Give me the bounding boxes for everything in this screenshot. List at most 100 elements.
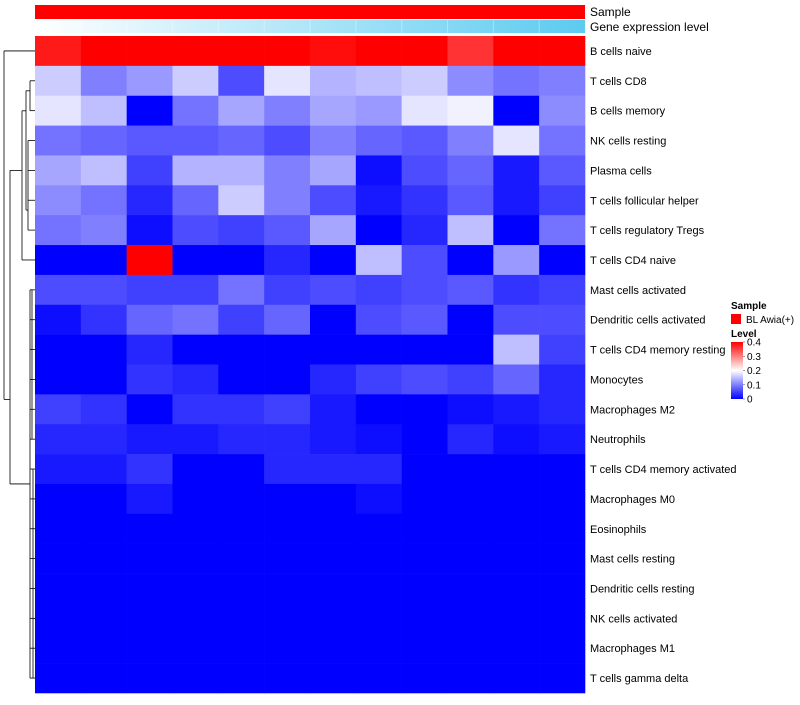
heatmap-cell <box>35 334 82 365</box>
heatmap-cell <box>539 663 586 694</box>
heatmap-cell <box>80 483 127 515</box>
heatmap-cell <box>80 543 127 574</box>
heatmap-cell <box>218 36 265 67</box>
heatmap-cell <box>126 65 173 97</box>
heatmap-cell <box>493 334 540 365</box>
heatmap-cell <box>493 513 540 544</box>
heatmap-cell <box>35 65 82 97</box>
heatmap-cell <box>172 543 219 574</box>
heatmap-cell <box>310 95 357 126</box>
heatmap-cell <box>218 215 265 246</box>
heatmap-cell <box>35 364 82 395</box>
heatmap-cell <box>310 364 357 395</box>
heatmap-cell <box>80 65 127 97</box>
heatmap-cell <box>35 573 82 604</box>
heatmap-cell <box>310 245 357 276</box>
heatmap-cell <box>493 663 540 694</box>
heatmap-cell <box>264 394 311 425</box>
heatmap-cell <box>218 633 265 664</box>
heatmap-cell <box>447 95 494 126</box>
heatmap-cell <box>355 394 402 425</box>
row-labels: B cells naive T cells CD8 B cells memory NK… <box>590 46 737 685</box>
heatmap-cell <box>493 543 540 574</box>
heatmap-cell <box>80 334 127 365</box>
heatmap-cell <box>310 483 357 515</box>
heatmap-cell <box>447 424 494 455</box>
legend-level-tick-label: 0.3 <box>747 352 761 363</box>
heatmap-cell <box>447 274 494 306</box>
heatmap-cell <box>355 304 402 335</box>
heatmap-cell <box>447 334 494 365</box>
heatmap-cell <box>310 125 357 156</box>
heatmap-cell <box>126 364 173 395</box>
heatmap-cell <box>401 95 448 126</box>
heatmap-cell <box>401 543 448 574</box>
heatmap-cell <box>172 483 219 515</box>
heatmap-cell <box>355 454 402 485</box>
heatmap-cell <box>493 454 540 485</box>
heatmap-cell <box>264 424 311 455</box>
heatmap-cells <box>35 36 586 694</box>
heatmap-cell <box>264 573 311 604</box>
heatmap-cell <box>35 424 82 455</box>
heatmap-cell <box>310 394 357 425</box>
heatmap-cell <box>126 245 173 276</box>
heatmap-cell <box>126 424 173 455</box>
heatmap-cell <box>218 364 265 395</box>
heatmap-cell <box>447 304 494 335</box>
heatmap-cell <box>80 663 127 694</box>
heatmap-cell <box>126 125 173 156</box>
heatmap-cell <box>539 274 586 306</box>
heatmap-cell <box>264 483 311 515</box>
heatmap-cell <box>493 633 540 664</box>
heatmap-cell <box>447 125 494 156</box>
annotation-track-sample <box>35 5 585 19</box>
heatmap-cell <box>447 603 494 634</box>
heatmap-cell <box>401 36 448 67</box>
heatmap-cell <box>355 215 402 246</box>
heatmap-cell <box>310 65 357 97</box>
heatmap-cell <box>401 513 448 544</box>
heatmap-cell <box>493 185 540 216</box>
heatmap-cell <box>493 424 540 455</box>
heatmap-cell <box>447 513 494 544</box>
row-label: Mast cells activated <box>590 285 686 297</box>
heatmap-cell <box>126 215 173 246</box>
heatmap-cell <box>310 603 357 634</box>
heatmap-cell <box>401 573 448 604</box>
heatmap-cell <box>172 65 219 97</box>
heatmap-cell <box>493 603 540 634</box>
heatmap-cell <box>172 95 219 126</box>
heatmap-cell <box>310 424 357 455</box>
heatmap-cell <box>35 185 82 216</box>
heatmap-cell <box>539 483 586 515</box>
heatmap-cell <box>401 394 448 425</box>
row-label: Dendritic cells resting <box>590 583 695 595</box>
heatmap-cell <box>539 543 586 574</box>
heatmap-cell <box>447 155 494 186</box>
heatmap-cell <box>447 663 494 694</box>
heatmap-cell <box>539 36 586 67</box>
heatmap-cell <box>493 245 540 276</box>
heatmap-cell <box>172 513 219 544</box>
heatmap-cell <box>447 65 494 97</box>
heatmap-cell <box>126 185 173 216</box>
heatmap-cell <box>310 543 357 574</box>
heatmap-cell <box>401 185 448 216</box>
legend-level-title: Level <box>731 329 757 340</box>
heatmap-cell <box>218 483 265 515</box>
heatmap-cell <box>310 185 357 216</box>
heatmap-cell <box>126 334 173 365</box>
row-label: T cells gamma delta <box>590 673 689 685</box>
heatmap-cell <box>126 663 173 694</box>
heatmap-cell <box>355 36 402 67</box>
heatmap-cell <box>126 543 173 574</box>
heatmap-cell <box>80 603 127 634</box>
heatmap-cell <box>218 603 265 634</box>
row-label: Plasma cells <box>590 165 652 177</box>
heatmap-cell <box>126 155 173 186</box>
heatmap-cell <box>80 573 127 604</box>
heatmap-cell <box>172 245 219 276</box>
